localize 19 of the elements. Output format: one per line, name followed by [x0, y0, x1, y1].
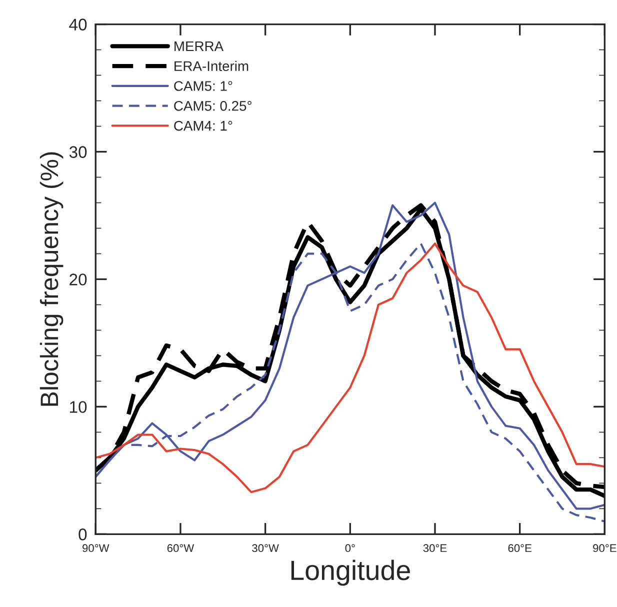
legend-label: CAM5: 0.25°	[174, 100, 252, 111]
x-tick-label: 90°W	[82, 544, 110, 552]
y-tick-label: 20	[70, 274, 87, 286]
x-axis-title: Longitude	[291, 560, 410, 586]
y-tick-label: 40	[69, 18, 87, 30]
x-tick-label: 0°	[345, 544, 355, 552]
x-tick-label: 60°E	[508, 544, 532, 552]
y-tick-label: 0	[78, 528, 87, 540]
legend-label: CAM4: 1°	[174, 120, 232, 131]
x-tick-label: 30°W	[252, 544, 279, 552]
x-tick-label: 60°W	[167, 544, 194, 552]
y-tick-label: 30	[69, 146, 87, 158]
y-axis-title: Blocking frequency (%)	[40, 152, 64, 406]
legend-label: CAM5: 1°	[174, 81, 232, 91]
y-tick-label: 10	[70, 401, 87, 413]
legend-label: MERRA	[174, 41, 224, 52]
x-tick-label: 30°E	[423, 544, 447, 552]
legend-label: ERA-Interim	[174, 60, 248, 72]
x-tick-label: 90°E	[593, 544, 616, 552]
